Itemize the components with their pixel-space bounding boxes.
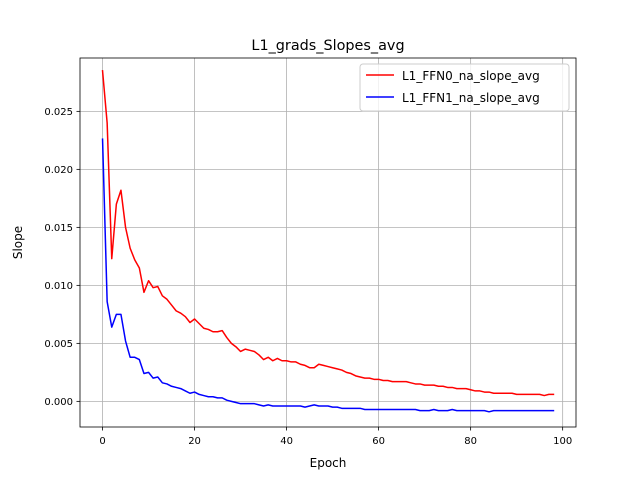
series-line-1 — [101, 138, 555, 413]
x-tick-label: 40 — [280, 436, 293, 447]
series-line-0 — [101, 69, 555, 397]
y-tick-label: 0.000 — [44, 397, 73, 408]
y-axis-label: Slope — [11, 226, 25, 259]
legend: L1_FFN0_na_slope_avg L1_FFN1_na_slope_av… — [359, 63, 570, 112]
x-tick-label: 0 — [99, 436, 105, 447]
grid — [80, 58, 576, 427]
x-tick-label: 100 — [553, 436, 572, 447]
plot-area-frame — [79, 57, 577, 428]
y-tick-label: 0.010 — [44, 281, 73, 292]
y-tick-label: 0.025 — [44, 107, 73, 118]
x-tick-label: 60 — [372, 436, 385, 447]
x-tick-label: 20 — [188, 436, 201, 447]
legend-label-ffn1: L1_FFN1_na_slope_avg — [402, 91, 540, 105]
series-lines — [101, 69, 555, 413]
x-axis-label: Epoch — [310, 456, 347, 470]
x-tick-label: 80 — [464, 436, 477, 447]
legend-frame — [359, 63, 570, 112]
chart-title: L1_grads_Slopes_avg — [251, 38, 404, 54]
y-tick-label: 0.005 — [44, 339, 73, 350]
legend-label-ffn0: L1_FFN0_na_slope_avg — [402, 69, 540, 83]
y-tick-label: 0.015 — [44, 223, 73, 234]
axis-ticks: 0 20 40 60 80 100 0.000 0.005 0.010 0.015 0.020 0.0… — [44, 107, 572, 447]
y-tick-label: 0.020 — [44, 165, 73, 176]
